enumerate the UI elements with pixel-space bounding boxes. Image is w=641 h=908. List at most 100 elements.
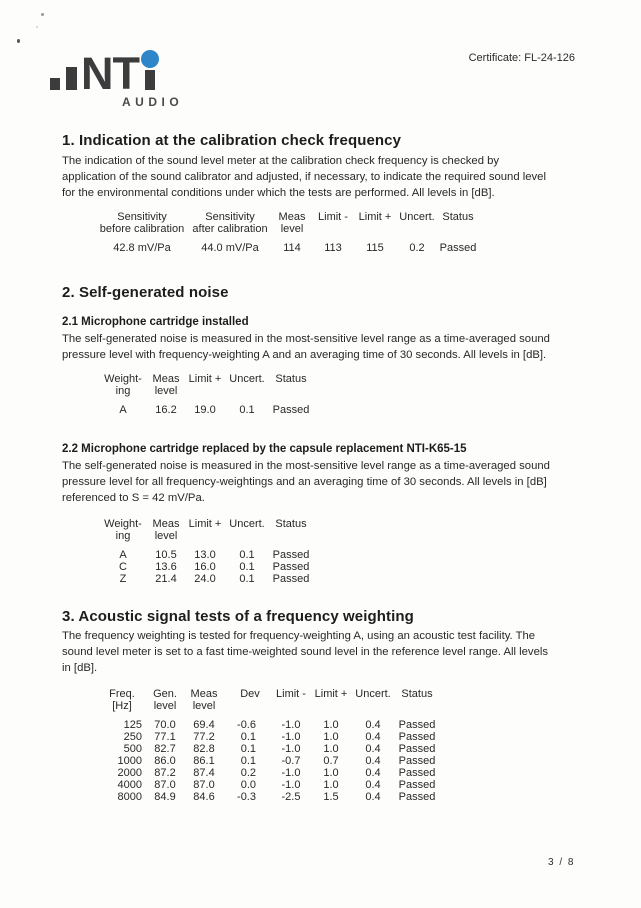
table-cell: 0.4 <box>365 791 381 803</box>
frequency-weighting-table: Freq. [Hz] Gen. level Meas level Dev Limit - Lim… <box>94 688 440 803</box>
column-header: Limit + <box>188 373 222 385</box>
section-2-1-title: 2.1 Microphone cartridge installed <box>62 316 249 328</box>
column-header: Freq. [Hz] <box>109 688 135 712</box>
section-1-title: 1. Indication at the calibration check f… <box>62 132 402 149</box>
table-cell: 82.8 <box>193 743 215 755</box>
table-cell: -1.0 <box>281 767 301 779</box>
table-cell: 42.8 mV/Pa <box>113 242 171 254</box>
table-cell: 250 <box>123 731 142 743</box>
table-cell: 19.0 <box>194 404 216 416</box>
table-cell: -1.0 <box>281 731 301 743</box>
table-cell: Passed <box>398 719 436 731</box>
table-row: A 10.5 13.0 0.1 Passed <box>98 549 314 561</box>
table-cell: 0.1 <box>239 561 255 573</box>
column-header: Weight-ing <box>104 518 142 542</box>
table-header-row: Weight-ing Meas level Limit + Uncert. Status <box>98 518 314 542</box>
column-header: Limit + <box>314 688 348 700</box>
table-cell: -1.0 <box>281 719 301 731</box>
table-cell: 87.0 <box>193 779 215 791</box>
table-cell: 84.9 <box>154 791 176 803</box>
logo-audio-text: AUDIO <box>122 95 184 109</box>
calibration-check-table: Sensitivity before calibration Sensitivity… <box>96 211 478 254</box>
table-cell: 0.1 <box>239 549 255 561</box>
table-cell: Passed <box>439 242 477 254</box>
table-cell: 87.4 <box>193 767 215 779</box>
column-header: Status <box>275 518 307 530</box>
certificate-number: Certificate: FL-24-126 <box>468 52 575 64</box>
logo-level-bar-small <box>50 78 60 90</box>
table-cell: 0.1 <box>240 743 256 755</box>
table-cell: 114 <box>283 242 301 254</box>
section-2-2-title: 2.2 Microphone cartridge replaced by the… <box>62 443 467 455</box>
table-header-row: Sensitivity before calibration Sensitivity… <box>96 211 478 235</box>
column-header: Uncert. <box>355 688 391 700</box>
table-cell: 84.6 <box>193 791 215 803</box>
table-cell: 0.2 <box>409 242 425 254</box>
table-cell: 1.0 <box>323 731 339 743</box>
table-cell: 69.4 <box>193 719 215 731</box>
logo-nt-text: NT <box>81 48 140 99</box>
table-cell: 113 <box>324 242 342 254</box>
column-header: Status <box>442 211 474 223</box>
table-cell: Passed <box>398 743 436 755</box>
table-cell: Passed <box>272 561 310 573</box>
column-header: Sensitivity after calibration <box>192 211 268 235</box>
table-cell: 87.0 <box>154 779 176 791</box>
nti-audio-logo: NT AUDIO <box>50 50 183 109</box>
table-cell: Passed <box>398 779 436 791</box>
table-cell: 0.4 <box>365 719 381 731</box>
logo-level-bar-tall <box>66 67 77 90</box>
table-cell: 1.0 <box>323 719 339 731</box>
table-row: 500 82.7 82.8 0.1 -1.0 1.0 0.4 Passed <box>94 743 440 755</box>
table-cell: 21.4 <box>155 573 177 585</box>
table-cell: 0.4 <box>365 731 381 743</box>
table-row: Z 21.4 24.0 0.1 Passed <box>98 573 314 585</box>
column-header: Status <box>401 688 433 700</box>
table-cell: -2.5 <box>281 791 301 803</box>
table-row: 42.8 mV/Pa 44.0 mV/Pa 114 113 115 0.2 Passed <box>96 242 478 254</box>
table-cell: 0.1 <box>239 573 255 585</box>
table-cell: 0.4 <box>365 779 381 791</box>
table-cell: 16.2 <box>155 404 177 416</box>
table-cell: -0.7 <box>281 755 301 767</box>
section-2-title: 2. Self-generated noise <box>62 284 229 301</box>
table-cell: 0.1 <box>239 404 255 416</box>
column-header: Dev <box>240 688 260 700</box>
table-row: 1000 86.0 86.1 0.1 -0.7 0.7 0.4 Passed <box>94 755 440 767</box>
table-cell: 16.0 <box>194 561 216 573</box>
table-cell: 77.1 <box>154 731 176 743</box>
table-cell: Passed <box>398 767 436 779</box>
table-cell: 125 <box>123 719 142 731</box>
table-cell: 4000 <box>117 779 142 791</box>
table-cell: 0.4 <box>365 767 381 779</box>
table-row: A 16.2 19.0 0.1 Passed <box>98 404 314 416</box>
table-header-row: Weight-ing Meas level Limit + Uncert. Status <box>98 373 314 397</box>
table-cell: 86.0 <box>154 755 176 767</box>
column-header: Weight-ing <box>104 373 142 397</box>
section-1-body: The indication of the sound level meter … <box>62 155 546 199</box>
table-cell: 77.2 <box>193 731 215 743</box>
table-cell: 1.5 <box>323 791 339 803</box>
table-cell: 0.4 <box>365 755 381 767</box>
table-cell: -1.0 <box>281 779 301 791</box>
table-row: 250 77.1 77.2 0.1 -1.0 1.0 0.4 Passed <box>94 731 440 743</box>
document-body: 1. Indication at the calibration check f… <box>62 132 597 803</box>
table-cell: -0.6 <box>237 719 256 731</box>
section-3-body: The frequency weighting is tested for fr… <box>62 630 549 674</box>
table-cell: 44.0 mV/Pa <box>201 242 259 254</box>
table-cell: 13.0 <box>194 549 216 561</box>
logo-letter-i <box>141 50 159 90</box>
table-row: C 13.6 16.0 0.1 Passed <box>98 561 314 573</box>
table-row: 8000 84.9 84.6 -0.3 -2.5 1.5 0.4 Passed <box>94 791 440 803</box>
table-cell: 0.7 <box>323 755 339 767</box>
table-cell: 0.4 <box>365 743 381 755</box>
column-header: Meas level <box>152 373 180 397</box>
column-header: Uncert. <box>229 518 265 530</box>
column-header: Limit - <box>318 211 348 223</box>
table-cell: 10.5 <box>155 549 177 561</box>
logo-i-stem <box>145 70 155 90</box>
logo-blue-dot-icon <box>141 50 159 68</box>
noise-cartridge-installed-table: Weight-ing Meas level Limit + Uncert. Status … <box>98 373 314 416</box>
column-header: Sensitivity before calibration <box>99 211 185 235</box>
